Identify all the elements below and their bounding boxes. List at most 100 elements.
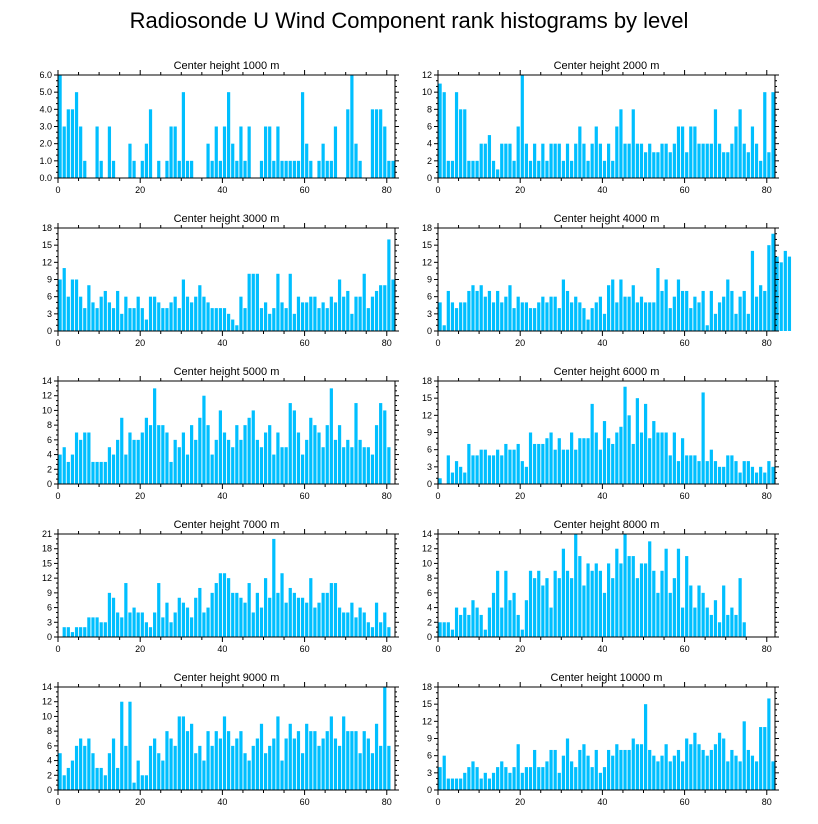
x-tick-label: 40 [217, 797, 227, 807]
y-tick-label: 3.0 [39, 122, 52, 132]
x-tick-label: 60 [680, 491, 690, 501]
bar [623, 143, 627, 178]
bar [305, 602, 309, 637]
bar [578, 438, 582, 484]
bar [263, 753, 268, 790]
bar [218, 160, 222, 178]
bar [309, 160, 313, 178]
bar [664, 143, 668, 178]
bar [58, 753, 62, 790]
bar [317, 602, 321, 637]
bar [366, 738, 370, 790]
bar [611, 160, 615, 178]
x-tick-label: 60 [300, 644, 310, 654]
y-tick-label: 0 [427, 479, 432, 489]
bar [705, 461, 709, 484]
x-tick-label: 40 [217, 491, 227, 501]
bar [124, 583, 128, 637]
bar [83, 627, 87, 637]
bar [107, 447, 112, 484]
bar [391, 279, 395, 331]
bar [742, 721, 746, 790]
bar [247, 126, 251, 178]
bar [284, 602, 288, 637]
bar [446, 778, 450, 790]
bar [383, 410, 387, 484]
x-tick-label: 40 [217, 644, 227, 654]
bar [520, 461, 524, 484]
bar [763, 290, 767, 331]
bar [516, 126, 520, 178]
bar [623, 386, 627, 484]
x-tick-label: 20 [135, 644, 145, 654]
bar [132, 439, 136, 484]
bar [512, 592, 516, 637]
bar [120, 417, 124, 484]
bar [500, 607, 504, 637]
bar [553, 296, 557, 331]
x-tick-label: 60 [680, 797, 690, 807]
bar [689, 455, 693, 484]
bar [235, 160, 239, 178]
bar [475, 455, 479, 484]
x-tick-label: 40 [597, 797, 607, 807]
bar [268, 313, 272, 331]
bar [325, 308, 329, 331]
plot-frame [57, 380, 396, 485]
bar [582, 143, 586, 178]
x-tick-label: 80 [382, 491, 392, 501]
bar [222, 126, 227, 178]
bar [586, 563, 590, 637]
bar [787, 256, 792, 331]
bar [582, 585, 586, 637]
bar [717, 622, 722, 637]
y-tick-label: 14 [422, 529, 432, 539]
bar [496, 570, 500, 637]
bar [103, 290, 107, 331]
bar [370, 109, 375, 178]
bar [717, 143, 722, 178]
bar [111, 738, 116, 790]
y-tick-label: 6.0 [39, 70, 52, 80]
bar [181, 92, 186, 178]
bar [79, 296, 83, 331]
bar [594, 126, 598, 178]
bar [231, 319, 235, 331]
bar [177, 597, 181, 637]
bar [280, 302, 284, 331]
y-tick-label: 12 [42, 697, 52, 707]
x-tick-label: 20 [515, 797, 525, 807]
bar [619, 426, 623, 484]
bar [528, 432, 533, 484]
bar [512, 308, 516, 331]
y-tick-label: 12 [422, 257, 432, 267]
bar [709, 614, 713, 637]
bar [446, 290, 450, 331]
bar [263, 432, 268, 484]
bar [487, 607, 492, 637]
bar [549, 432, 553, 484]
bar [284, 738, 288, 790]
y-tick-label: 18 [42, 223, 52, 233]
bar [442, 755, 446, 790]
bar [247, 583, 251, 637]
bar [516, 296, 520, 331]
bar [148, 627, 153, 637]
bar [379, 622, 383, 637]
bar [321, 738, 325, 790]
bar [333, 126, 338, 178]
bar [491, 302, 496, 331]
panel-title: Center height 3000 m [174, 213, 280, 225]
bar [549, 296, 553, 331]
bar [362, 273, 366, 331]
bar [557, 578, 561, 637]
bar [483, 449, 487, 484]
bar [508, 143, 512, 178]
bar [627, 143, 631, 178]
bar [116, 612, 120, 637]
bar [305, 143, 309, 178]
bar [483, 772, 487, 790]
panel-title: Center height 9000 m [174, 672, 280, 684]
bar [288, 723, 292, 790]
bar [656, 592, 660, 637]
